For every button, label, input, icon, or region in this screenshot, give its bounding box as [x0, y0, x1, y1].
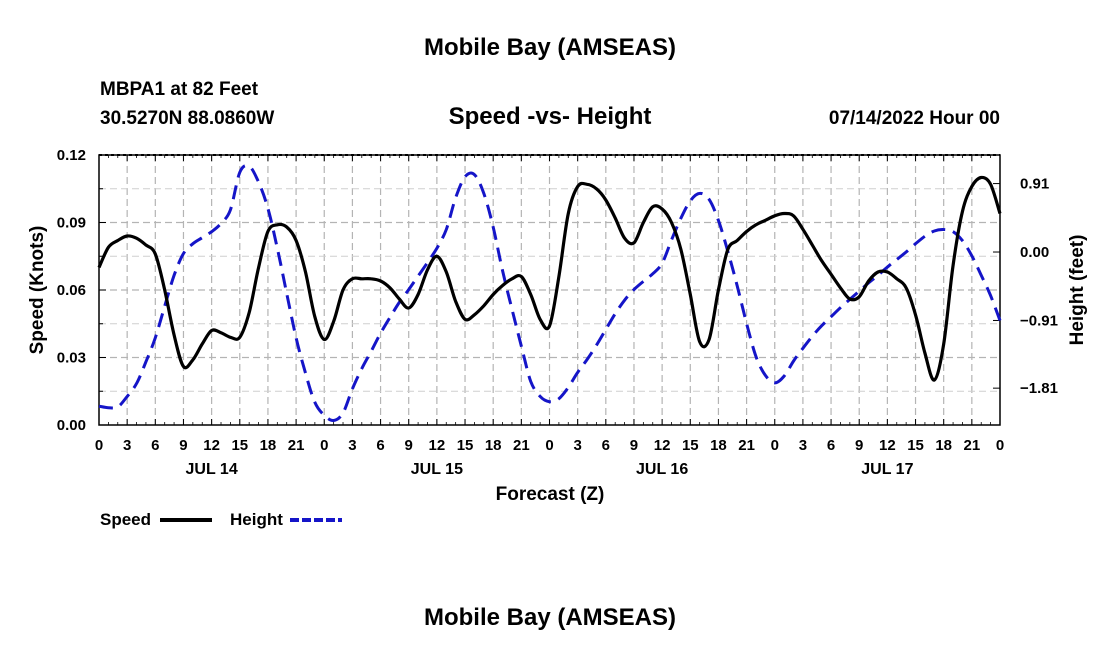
x-tick-label: 15 — [231, 437, 248, 454]
forecast-timestamp: 07/14/2022 Hour 00 — [829, 108, 1000, 129]
x-tick-label: 15 — [682, 437, 699, 454]
x-tick-label: 6 — [827, 437, 835, 454]
chart-title: Speed -vs- Height — [449, 103, 652, 130]
x-tick-label: 6 — [376, 437, 384, 454]
y-left-axis-label: Speed (Knots) — [27, 226, 48, 355]
y-right-axis-label: Height (feet) — [1067, 235, 1088, 346]
x-tick-label: 21 — [964, 437, 981, 454]
x-tick-label: 21 — [738, 437, 755, 454]
x-tick-label: 0 — [771, 437, 779, 454]
x-tick-label: 9 — [405, 437, 413, 454]
x-tick-label: 15 — [907, 437, 924, 454]
y-left-tick-label: 0.00 — [57, 417, 86, 434]
grid — [99, 155, 1000, 425]
x-tick-label: 12 — [203, 437, 220, 454]
day-label: JUL 15 — [411, 461, 463, 478]
y-right-tick-label: 0.00 — [1020, 244, 1049, 261]
x-tick-label: 9 — [630, 437, 638, 454]
y-right-tick-labels: 0.91 0.00 −0.91 −1.81 — [1020, 176, 1058, 398]
x-tick-label: 3 — [348, 437, 356, 454]
x-tick-label: 0 — [996, 437, 1004, 454]
x-tick-label: 21 — [513, 437, 530, 454]
x-tick-label: 3 — [799, 437, 807, 454]
y-left-tick-label: 0.03 — [57, 350, 86, 367]
x-tick-labels: 0 3 6 9 12 15 18 21 0 3 6 9 12 15 18 21 0 3 6 9 12 15 18 21 0 3 6 9… — [95, 437, 1004, 454]
day-label: JUL 14 — [186, 461, 238, 478]
speed-series-line — [97, 175, 1002, 382]
station-name: MBPA1 at 82 Feet — [100, 79, 259, 100]
x-tick-label: 12 — [654, 437, 671, 454]
x-tick-label: 6 — [151, 437, 159, 454]
x-tick-label: 12 — [879, 437, 896, 454]
x-tick-label: 21 — [288, 437, 305, 454]
legend: Speed Height — [100, 510, 342, 529]
x-axis-label: Forecast (Z) — [496, 484, 605, 505]
x-tick-label: 6 — [602, 437, 610, 454]
station-coords: 30.5270N 88.0860W — [100, 108, 274, 129]
y-left-tick-labels: 0.00 0.03 0.06 0.09 0.12 — [57, 147, 86, 434]
x-tick-label: 9 — [855, 437, 863, 454]
x-tick-label: 18 — [260, 437, 277, 454]
y-left-tick-label: 0.12 — [57, 147, 86, 164]
day-label: JUL 17 — [861, 461, 913, 478]
legend-height-label: Height — [230, 510, 283, 529]
x-tick-label: 18 — [935, 437, 952, 454]
y-right-tick-label: −0.91 — [1020, 312, 1058, 329]
x-tick-label: 15 — [457, 437, 474, 454]
x-tick-label: 18 — [710, 437, 727, 454]
day-labels: JUL 14 JUL 15 JUL 16 JUL 17 — [186, 461, 914, 478]
x-tick-label: 12 — [429, 437, 446, 454]
y-left-tick-label: 0.09 — [57, 215, 86, 232]
x-tick-label: 3 — [573, 437, 581, 454]
x-tick-label: 0 — [320, 437, 328, 454]
legend-speed-label: Speed — [100, 510, 151, 529]
x-tick-label: 18 — [485, 437, 502, 454]
y-right-tick-label: −1.81 — [1020, 380, 1058, 397]
day-label: JUL 16 — [636, 461, 688, 478]
main-title: Mobile Bay (AMSEAS) — [424, 34, 676, 61]
x-tick-label: 0 — [95, 437, 103, 454]
x-tick-label: 3 — [123, 437, 131, 454]
x-tick-label: 0 — [545, 437, 553, 454]
x-tick-label: 9 — [179, 437, 187, 454]
y-left-tick-label: 0.06 — [57, 282, 86, 299]
footer-title: Mobile Bay (AMSEAS) — [424, 604, 676, 631]
y-right-tick-label: 0.91 — [1020, 176, 1049, 193]
